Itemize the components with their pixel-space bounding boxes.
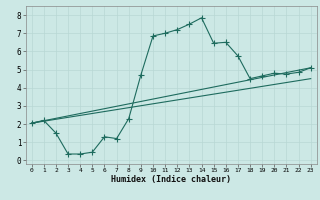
X-axis label: Humidex (Indice chaleur): Humidex (Indice chaleur) <box>111 175 231 184</box>
